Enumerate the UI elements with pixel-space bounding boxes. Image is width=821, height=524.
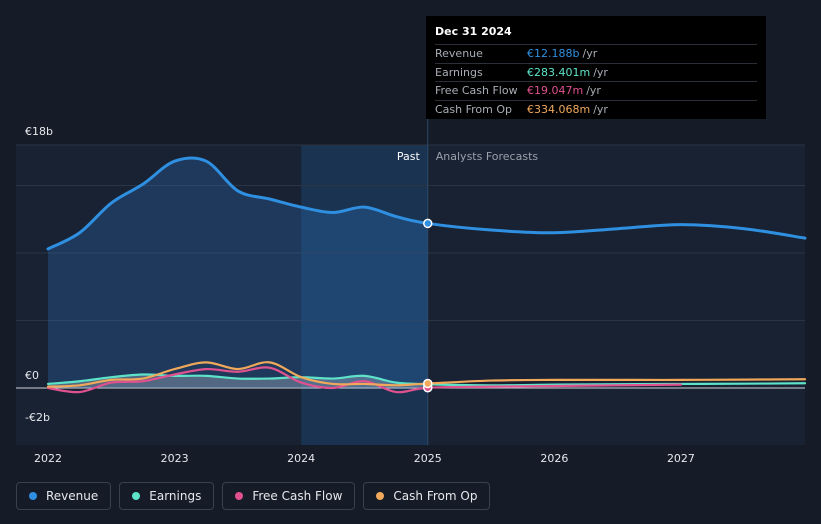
forecast-label: Analysts Forecasts <box>436 150 539 163</box>
cash-from-op-marker <box>423 378 433 389</box>
past-highlight-band <box>301 145 428 445</box>
earnings-dot-icon <box>132 492 141 500</box>
tooltip-value: €283.401m <box>527 65 591 79</box>
tooltip-unit: /yr <box>593 65 608 79</box>
tooltip-label: Revenue <box>435 47 483 61</box>
revenue-area-fill <box>48 157 428 388</box>
tooltip-label: Free Cash Flow <box>435 84 518 98</box>
series-lines <box>46 156 807 394</box>
legend-item-earnings[interactable]: Earnings <box>119 482 215 510</box>
tooltip-value: €19.047m <box>527 84 584 98</box>
x-tick-label: 2023 <box>161 452 189 465</box>
tooltip-unit: /yr <box>582 47 598 61</box>
tooltip-date: Dec 31 2024 <box>435 25 512 38</box>
tooltip-markers <box>423 218 433 393</box>
tooltip-unit: /yr <box>593 102 608 116</box>
y-tick-label: €18b <box>25 125 53 138</box>
past-label: Past <box>397 150 421 163</box>
x-tick-label: 2026 <box>540 452 568 465</box>
x-tick-label: 2027 <box>667 452 695 465</box>
tooltip-row-cash-from-op: Cash From Op €334.068m /yr <box>435 99 757 119</box>
legend-label: Free Cash Flow <box>252 489 343 503</box>
free-cash-flow-dot-icon <box>235 492 244 500</box>
y-tick-label: €0 <box>25 369 39 382</box>
tooltip-value: €334.068m <box>527 102 591 116</box>
y-tick-label: -€2b <box>25 411 50 424</box>
x-tick-label: 2025 <box>414 452 442 465</box>
x-tick-label: 2024 <box>287 452 315 465</box>
revenue-dot-icon <box>29 492 37 500</box>
legend-item-revenue[interactable]: Revenue <box>16 482 112 510</box>
x-tick-label: 2022 <box>34 452 62 465</box>
tooltip-row-earnings: Earnings €283.401m /yr <box>435 62 757 82</box>
legend: Revenue Earnings Free Cash Flow Cash Fro… <box>16 482 491 510</box>
revenue-marker <box>423 218 433 229</box>
tooltip-unit: /yr <box>586 84 601 98</box>
legend-item-cash-from-op[interactable]: Cash From Op <box>363 482 491 510</box>
tooltip-panel: Dec 31 2024 Revenue €12.188b /yr Earning… <box>426 16 766 119</box>
x-axis-tick-labels: 2022 2023 2024 2025 2026 2027 <box>34 452 695 465</box>
tooltip-row-revenue: Revenue €12.188b /yr <box>435 44 757 63</box>
revenue-line <box>46 156 807 251</box>
free-cash-flow-line <box>46 366 683 394</box>
cash-from-op-dot-icon <box>376 492 385 500</box>
gridlines <box>16 144 805 389</box>
y-axis-tick-labels: €18b €0 -€2b <box>25 125 53 424</box>
legend-label: Cash From Op <box>393 489 478 503</box>
legend-label: Earnings <box>149 489 202 503</box>
legend-item-free-cash-flow[interactable]: Free Cash Flow <box>222 482 356 510</box>
tooltip-value: €12.188b <box>527 47 580 61</box>
legend-label: Revenue <box>46 489 99 503</box>
tooltip-label: Cash From Op <box>435 102 513 116</box>
cash-from-op-line <box>46 361 807 388</box>
tooltip-label: Earnings <box>435 65 483 79</box>
tooltip-row-free-cash-flow: Free Cash Flow €19.047m /yr <box>435 81 757 100</box>
